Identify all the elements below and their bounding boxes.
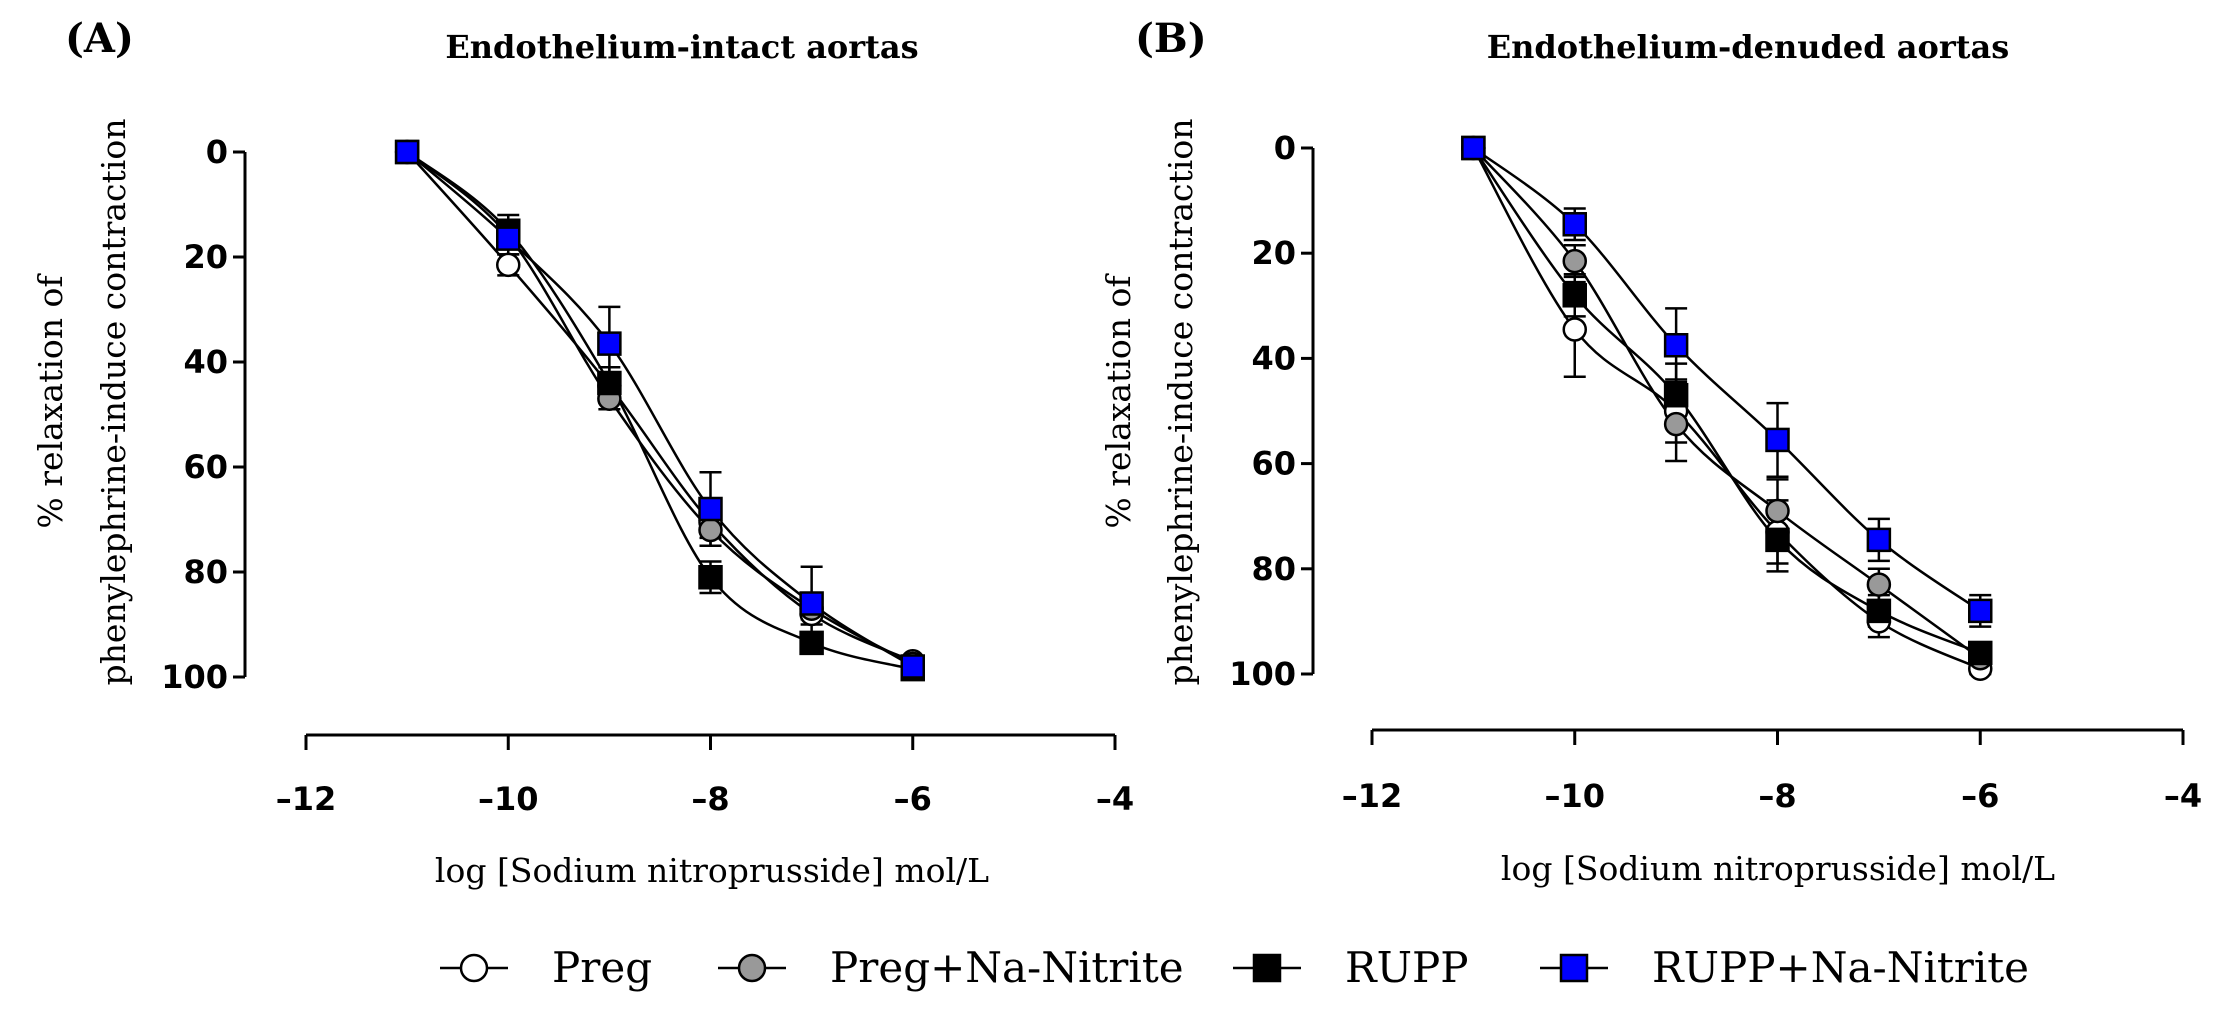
panel-a-point-rupp-na-nitrite <box>394 139 420 165</box>
panel-b-point-preg-na-nitrite <box>1765 498 1790 524</box>
panel-b-point-rupp <box>1765 527 1790 553</box>
panel-a-y-tick-label: 20 <box>183 238 228 276</box>
panel-b-curve-preg <box>1472 147 1981 670</box>
panel-b-title: Endothelium-denuded aortas <box>1487 28 2009 66</box>
legend-item-rupp: RUPP <box>1233 943 1469 992</box>
panel-b-curve-rupp <box>1472 147 1981 655</box>
panel-b-point-rupp-na-nitrite <box>1663 333 1689 358</box>
panel-b-point-rupp-na-nitrite <box>1968 598 1993 624</box>
panel-b-x-tick-label: –6 <box>1961 777 1999 815</box>
panel-a-point-rupp-na-nitrite <box>496 226 521 251</box>
legend-label: RUPP+Na-Nitrite <box>1652 943 2029 992</box>
legend-marker-preg <box>459 953 489 983</box>
panel-a-point-rupp-na-nitrite <box>597 331 622 356</box>
panel-b-y-tick-label: 0 <box>1274 129 1296 167</box>
panel-b-ylabel-line2: phenylephrine-induce contraction <box>1161 119 1200 686</box>
legend-label: Preg <box>552 943 652 992</box>
panel-b-curve-rupp-na-nitrite <box>1472 147 1981 612</box>
panel-b-y-tick-label: 20 <box>1251 234 1296 272</box>
panel-b-point-rupp-na-nitrite <box>1866 527 1892 553</box>
panel-b-y-tick-label: 100 <box>1229 655 1296 693</box>
panel-a-y-tick-label: 40 <box>183 343 228 381</box>
panel-a-curve-preg <box>406 151 914 663</box>
panel-b-y-tick-label: 40 <box>1251 339 1296 377</box>
panel-b-y-tick-label: 80 <box>1251 550 1296 588</box>
panel-a-label: (A) <box>65 15 134 62</box>
legend: Preg Preg+Na-Nitrite RUPP RUPP+Na-Nitrite <box>440 943 2029 992</box>
legend-item-preg: Preg <box>440 943 652 992</box>
panel-b-x-tick-label: –4 <box>2164 777 2202 815</box>
legend-label: Preg+Na-Nitrite <box>830 943 1184 992</box>
panel-b-point-rupp-na-nitrite <box>1765 427 1790 453</box>
panel-a-ylabel-line2: phenylephrine-induce contraction <box>94 119 133 686</box>
panel-a-curve-rupp <box>406 151 914 671</box>
panel-a-curve-preg-na-nitrite <box>406 151 914 665</box>
panel-b-point-preg-na-nitrite <box>1663 411 1689 437</box>
panel-a-point-rupp <box>799 630 824 656</box>
panel-b-point-rupp <box>1663 382 1689 408</box>
panel-b-point-rupp-na-nitrite <box>1461 135 1486 161</box>
panel-a-y-tick-label: 0 <box>206 133 228 171</box>
panel-b-xlabel: log [Sodium nitroprusside] mol/L <box>1501 849 2055 888</box>
panel-a-point-rupp-na-nitrite <box>698 496 723 522</box>
panel-a-x-tick-label: –8 <box>691 780 729 818</box>
panel-b-point-rupp <box>1562 283 1587 308</box>
legend-item-preg-na-nitrite: Preg+Na-Nitrite <box>718 943 1184 992</box>
panel-b-point-rupp <box>1968 640 1993 666</box>
panel-a-point-rupp-na-nitrite <box>799 591 824 616</box>
panel-a-point-rupp <box>698 565 723 590</box>
panel-a-y-tick-label: 80 <box>183 553 228 591</box>
legend-item-rupp-na-nitrite: RUPP+Na-Nitrite <box>1540 943 2029 992</box>
legend-marker-rupp <box>1252 953 1282 983</box>
legend-marker-rupp-na-nitrite <box>1559 953 1589 983</box>
panel-b-ylabel-line1: % relaxation of <box>1099 273 1138 529</box>
panel-a-point-rupp-na-nitrite <box>900 654 925 679</box>
panel-a-xlabel: log [Sodium nitroprusside] mol/L <box>435 851 989 890</box>
panel-a-x-tick-label: –10 <box>478 780 539 818</box>
panel-b: (B) Endothelium-denuded aortas log [Sodi… <box>1099 15 2202 888</box>
panel-b-y-tick-label: 60 <box>1251 445 1296 483</box>
panel-b-point-rupp-na-nitrite <box>1562 212 1587 237</box>
legend-label: RUPP <box>1345 943 1469 992</box>
panel-a-point-preg <box>496 252 521 278</box>
panel-b-x-tick-label: –12 <box>1342 777 1403 815</box>
panel-a: (A) Endothelium-intact aortas log [Sodiu… <box>31 15 1134 890</box>
panel-b-x-tick-label: –8 <box>1758 777 1796 815</box>
panel-a-y-tick-label: 100 <box>161 658 228 696</box>
panel-a-curve-rupp-na-nitrite <box>406 151 914 668</box>
legend-marker-preg-na-nitrite <box>737 953 767 983</box>
panel-a-point-rupp <box>597 370 622 396</box>
panel-a-x-tick-label: –12 <box>276 780 337 818</box>
panel-a-ylabel-line1: % relaxation of <box>31 273 70 529</box>
panel-b-curve-preg-na-nitrite <box>1472 147 1981 660</box>
panel-b-x-tick-label: –10 <box>1544 777 1605 815</box>
panel-a-title: Endothelium-intact aortas <box>445 28 918 66</box>
panel-b-point-preg <box>1562 317 1587 342</box>
panel-b-label: (B) <box>1135 15 1207 62</box>
panel-b-point-preg-na-nitrite <box>1562 248 1587 274</box>
panel-b-point-preg-na-nitrite <box>1866 572 1892 597</box>
panel-a-point-preg-na-nitrite <box>698 517 723 543</box>
panel-a-y-tick-label: 60 <box>183 448 228 486</box>
panel-b-point-rupp <box>1866 598 1892 624</box>
panel-a-x-tick-label: –6 <box>894 780 932 818</box>
panel-a-x-tick-label: –4 <box>1096 780 1134 818</box>
